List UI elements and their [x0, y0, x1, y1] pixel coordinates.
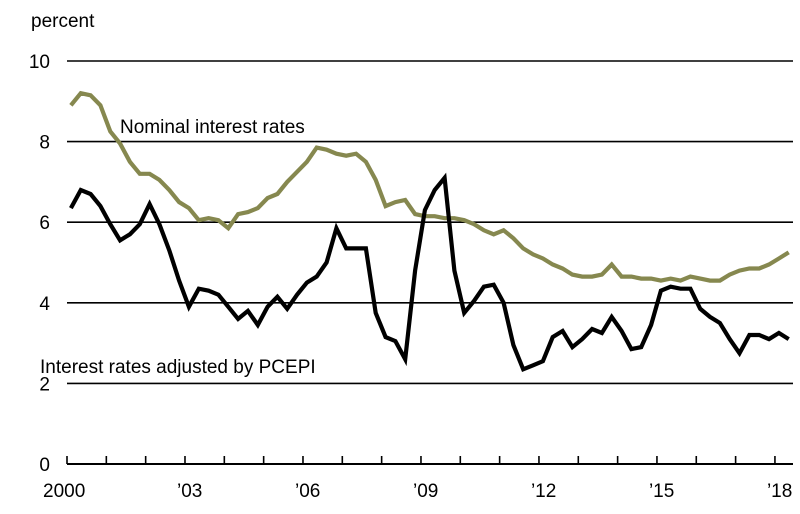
x-tick-label: ’03: [177, 481, 202, 502]
x-tick-label: ’18: [767, 481, 792, 502]
x-axis: 2000 ’03 ’06 ’09 ’12 ’15 ’18: [43, 456, 793, 502]
annotation-adjusted: Interest rates adjusted by PCEPI: [40, 357, 316, 378]
y-axis-label: percent: [31, 11, 95, 32]
y-tick-label: 2: [39, 374, 50, 395]
gridlines: [67, 60, 793, 385]
x-tick-label: 2000: [43, 481, 85, 502]
x-tick-label: ’09: [413, 481, 438, 502]
y-tick-label: 0: [39, 455, 50, 476]
y-tick-labels: 0 2 4 6 8 10: [29, 52, 51, 476]
y-tick-label: 6: [39, 213, 50, 234]
series-lines: [69, 90, 790, 373]
y-tick-label: 8: [39, 133, 50, 154]
series-line-nominal: [69, 90, 790, 283]
x-tick-label: ’15: [649, 481, 674, 502]
y-tick-label: 4: [39, 294, 50, 315]
x-tick-label: ’12: [531, 481, 556, 502]
annotation-nominal: Nominal interest rates: [120, 117, 305, 138]
x-tick-label: ’06: [295, 481, 320, 502]
series-line-adjusted: [69, 172, 790, 373]
y-tick-label: 10: [29, 52, 50, 73]
